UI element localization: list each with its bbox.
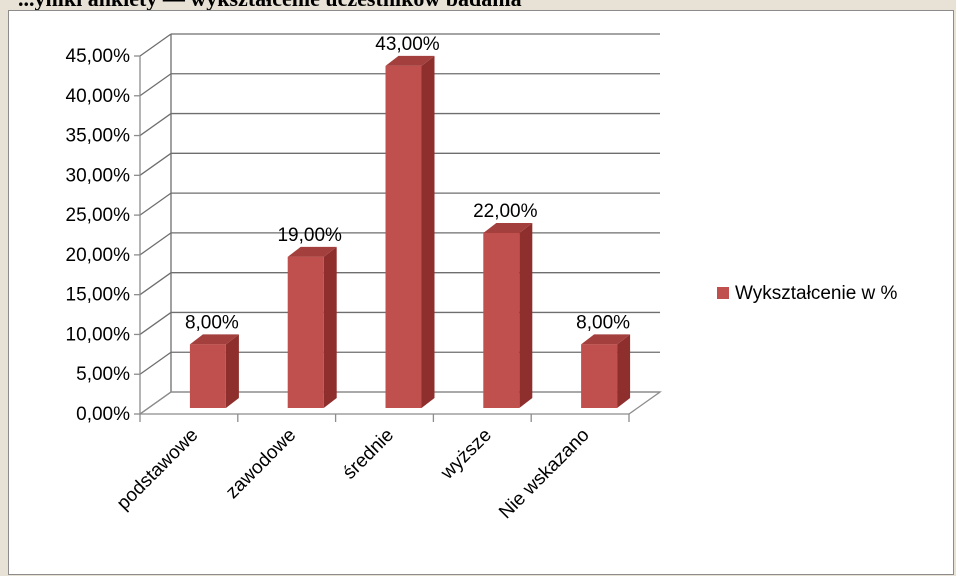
bar-side: [421, 55, 435, 409]
gridline-side: [139, 232, 172, 256]
cropped-heading: ...yniki ankiety — wykształcenie uczestn…: [0, 0, 956, 10]
legend-label: Wykształcenie w %: [735, 283, 898, 304]
bar-front: [189, 344, 226, 408]
y-tick-label: 35,00%: [66, 126, 131, 147]
bar-side: [519, 222, 533, 408]
y-tick-label: 40,00%: [66, 86, 131, 107]
bar-chart: 0,00% 5,00% 10,00% 15,00% 20,00% 25,00% 30,00%…: [66, 33, 898, 523]
bar-side: [617, 334, 631, 408]
gridline-side: [139, 311, 172, 335]
bar: [385, 55, 435, 409]
bar-front: [581, 344, 618, 408]
gridline-side: [139, 272, 172, 296]
axes: 0,00% 5,00% 10,00% 15,00% 20,00% 25,00% 30,00%…: [66, 34, 663, 523]
y-tick-label: 5,00%: [76, 364, 130, 385]
y-tick-label: 30,00%: [66, 165, 131, 186]
data-label: 8,00%: [576, 312, 630, 333]
y-tick-label: 0,00%: [76, 404, 130, 425]
data-label: 43,00%: [375, 34, 440, 55]
chart-frame: 0,00% 5,00% 10,00% 15,00% 20,00% 25,00% 30,00%…: [8, 10, 954, 575]
y-tick-label: 45,00%: [66, 46, 131, 67]
bar: [581, 334, 631, 408]
bar-side: [323, 246, 337, 408]
y-tick-label: 25,00%: [66, 205, 131, 226]
cropped-heading-text: ...yniki ankiety — wykształcenie uczestn…: [18, 0, 522, 10]
gridline-side: [139, 152, 172, 176]
x-tick-label: podstawowe: [113, 425, 203, 515]
y-tick-label: 10,00%: [66, 324, 131, 345]
bar-top: [483, 222, 533, 233]
bar: [287, 246, 337, 408]
bar-top: [189, 334, 239, 345]
y-tick-label: 15,00%: [66, 285, 131, 306]
bar-top: [287, 246, 337, 257]
bar: [189, 334, 239, 408]
gridline-side: [139, 73, 172, 97]
legend: Wykształcenie w %: [717, 283, 898, 304]
gridline-side: [139, 33, 172, 57]
gridline-side: [139, 192, 172, 216]
bar-front: [287, 256, 324, 408]
data-label: 8,00%: [185, 312, 239, 333]
bars: [189, 55, 631, 409]
gridline-side: [139, 113, 172, 137]
data-labels: 8,00% 19,00% 43,00% 22,00% 8,00%: [185, 34, 630, 333]
bar-side: [225, 334, 239, 408]
x-tick-label: średnie: [339, 425, 398, 484]
bar-top: [385, 55, 435, 66]
bar-front: [385, 65, 422, 409]
x-tick-label: wyższe: [436, 425, 496, 485]
y-tick-label: 20,00%: [66, 245, 131, 266]
x-tick-label: Nie wskazano: [495, 425, 593, 523]
bar-top: [581, 334, 631, 345]
bar-front: [483, 232, 520, 408]
gridline-side: [139, 351, 172, 375]
legend-swatch: [717, 287, 729, 299]
bar: [483, 222, 533, 408]
data-label: 19,00%: [277, 225, 342, 246]
data-label: 22,00%: [473, 201, 538, 222]
x-tick-label: zawodowe: [222, 425, 300, 503]
